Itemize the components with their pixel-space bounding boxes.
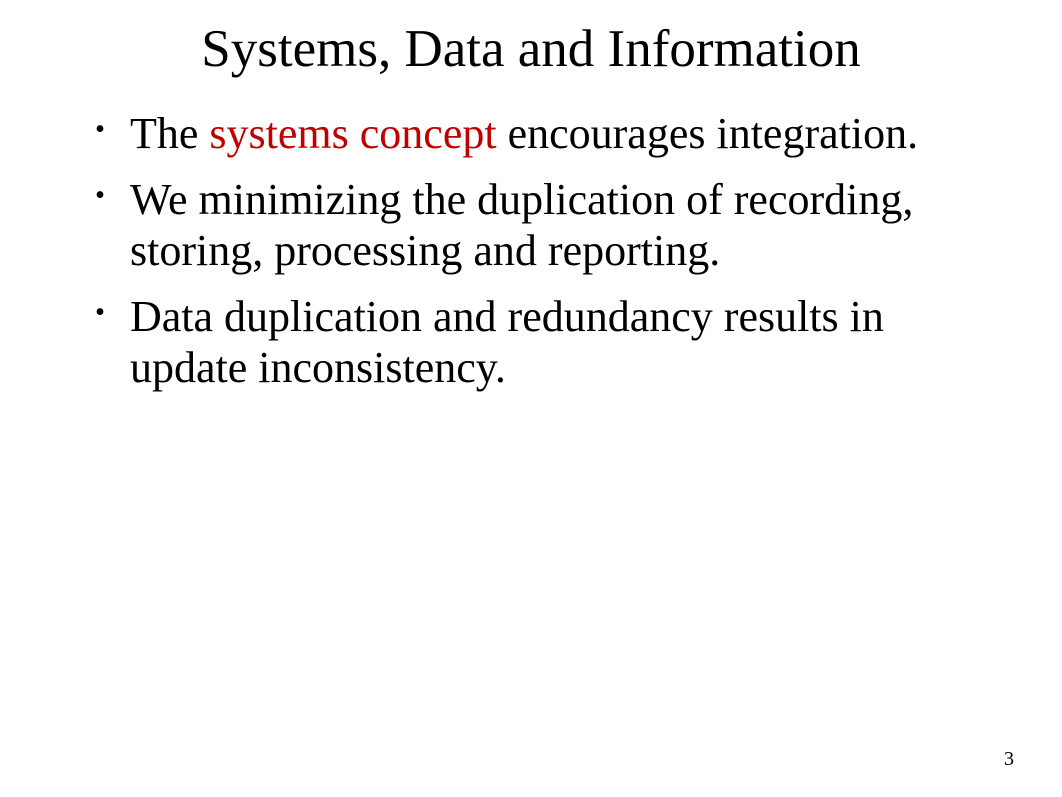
bullet-text-post: encourages integration.: [497, 109, 919, 158]
bullet-list: The systems concept encourages integrati…: [95, 109, 1002, 394]
slide-title: Systems, Data and Information: [81, 18, 981, 81]
bullet-item: We minimizing the duplication of recordi…: [95, 175, 1002, 276]
bullet-item: Data duplication and redundancy results …: [95, 292, 1002, 393]
bullet-text: We minimizing the duplication of recordi…: [130, 175, 913, 275]
bullet-item: The systems concept encourages integrati…: [95, 109, 1002, 160]
page-number: 3: [1004, 748, 1014, 771]
bullet-text-pre: The: [130, 109, 209, 158]
bullet-text: Data duplication and redundancy results …: [130, 292, 884, 392]
bullet-highlight: systems concept: [209, 109, 496, 158]
